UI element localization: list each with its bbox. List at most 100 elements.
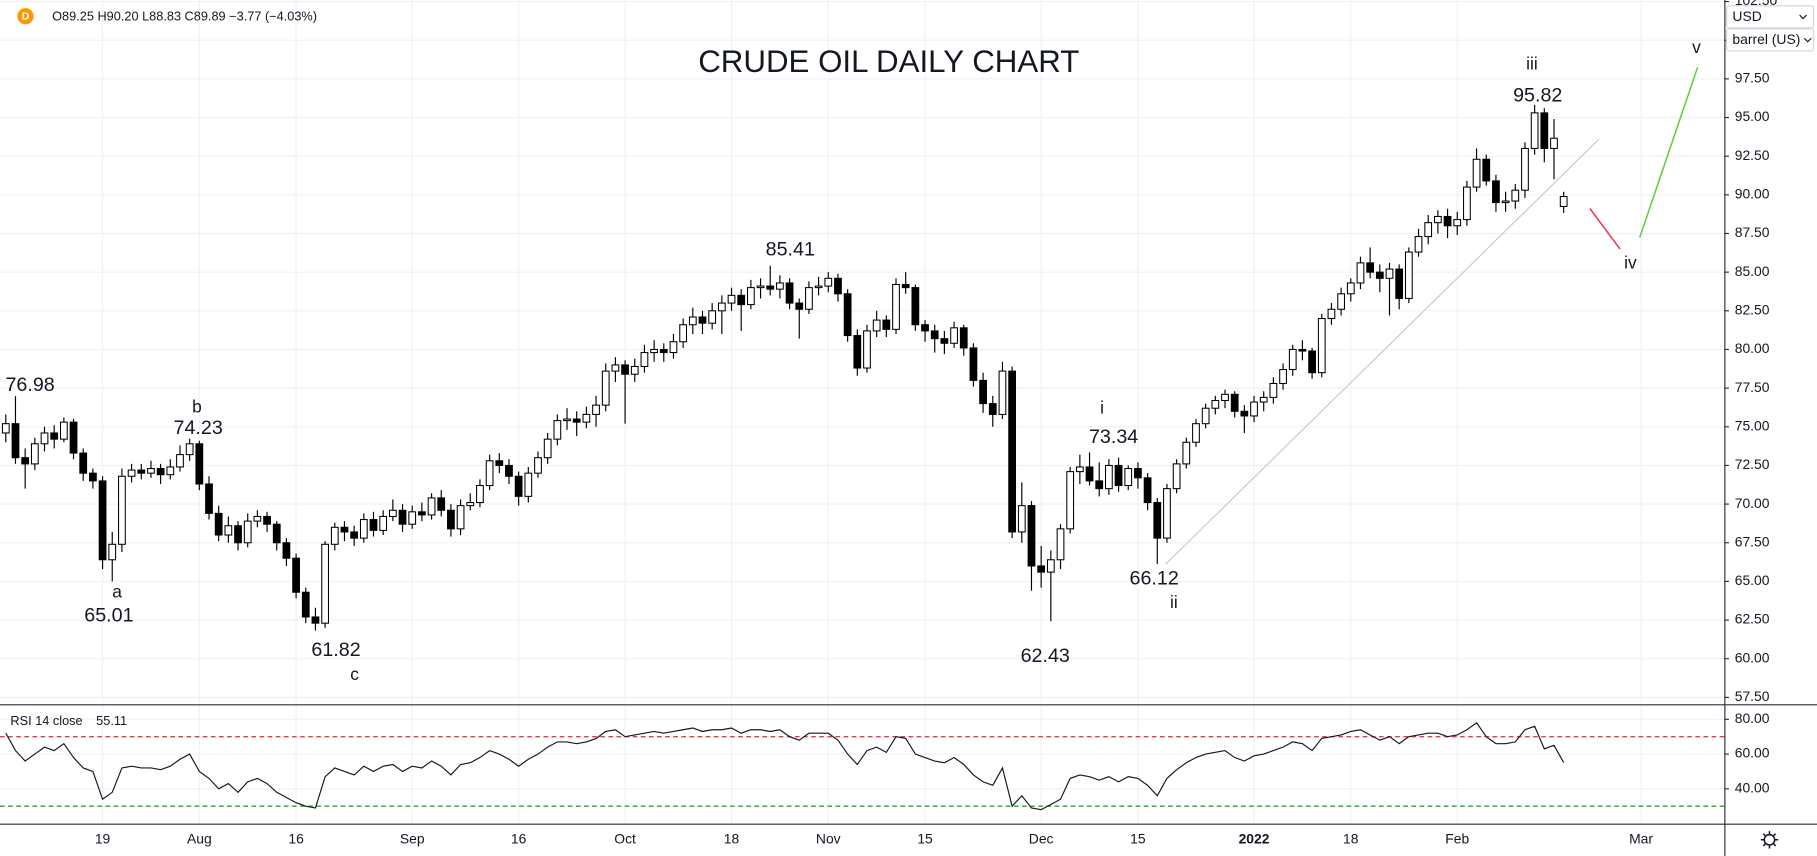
candle-body <box>214 512 223 536</box>
currency-select[interactable] <box>1726 5 1815 29</box>
candle-body <box>824 277 833 287</box>
interval-badge-text: D <box>22 12 30 23</box>
candle-body <box>805 287 813 310</box>
candle-body <box>1085 466 1094 482</box>
candle-body <box>359 519 368 539</box>
candle-body <box>843 293 852 337</box>
gear-teeth <box>1760 831 1779 849</box>
candle-body <box>911 287 920 326</box>
y-tick-label: 85.00 <box>1735 263 1770 279</box>
candle-body <box>466 502 475 507</box>
candle-body <box>1105 464 1113 490</box>
candle-body <box>863 330 871 369</box>
candle-body <box>127 469 136 477</box>
candle-body <box>1134 468 1142 479</box>
candle-body <box>1221 393 1229 402</box>
candle-body <box>563 418 571 422</box>
candle-body <box>1288 348 1297 371</box>
candle-body <box>21 457 30 465</box>
candle-body <box>89 472 97 482</box>
candle-body <box>921 324 929 332</box>
candle-body <box>514 475 523 497</box>
x-tick-label: 16 <box>288 830 304 846</box>
candle-body <box>1182 441 1191 465</box>
candle-body <box>534 457 542 474</box>
candle-body <box>1308 350 1316 374</box>
candle-body <box>737 294 746 306</box>
candle-body <box>30 443 39 465</box>
candle-body <box>50 432 59 440</box>
y-tick-label: 72.50 <box>1735 456 1770 472</box>
x-tick-label: 15 <box>917 830 933 846</box>
unit-select[interactable] <box>1726 28 1815 52</box>
candle-body <box>892 283 900 330</box>
y-tick-label: 95.00 <box>1735 108 1770 124</box>
candle-body <box>1433 215 1442 224</box>
candle-body <box>1240 410 1249 417</box>
candle-body <box>350 531 359 539</box>
y-tick-label: 80.00 <box>1735 340 1770 356</box>
candle-body <box>1559 196 1568 207</box>
annotation: 65.01 <box>84 604 133 626</box>
candle-body <box>156 468 165 476</box>
x-tick-label: Mar <box>1629 830 1653 846</box>
candle-body <box>1037 565 1046 573</box>
candle-body <box>776 282 784 290</box>
candle-body <box>795 302 804 310</box>
candle-body <box>263 515 271 525</box>
candle-body <box>930 330 939 340</box>
x-tick-label: Nov <box>816 830 841 846</box>
candle-body <box>679 324 688 343</box>
candle-body <box>11 423 20 459</box>
candle-body <box>601 370 610 406</box>
interval-badge <box>17 8 34 25</box>
candle-body <box>1550 137 1558 149</box>
y-tick-label: 97.50 <box>1735 70 1770 86</box>
candle-body <box>1211 399 1220 409</box>
candle-body <box>1540 112 1549 149</box>
candle-body <box>1327 308 1336 320</box>
settings-button[interactable] <box>1760 831 1779 849</box>
candle-body <box>1482 158 1491 182</box>
candle-body <box>766 285 775 290</box>
x-tick-label: Feb <box>1445 830 1469 846</box>
candle-body <box>717 302 726 312</box>
unit-text: barrel (US) <box>1732 31 1800 47</box>
candle-body <box>959 327 968 349</box>
candle-body <box>524 472 533 497</box>
candle-body <box>330 526 339 545</box>
annotation: 73.34 <box>1089 426 1138 448</box>
annotation: 74.23 <box>174 417 223 439</box>
candle-body <box>814 285 823 289</box>
rsi-line <box>5 721 1565 811</box>
candle-body <box>969 347 978 381</box>
annotation: iii <box>1526 53 1538 73</box>
candle-body <box>1356 262 1365 284</box>
candle-body <box>1027 505 1036 567</box>
candle-body <box>582 413 591 423</box>
candle-body <box>1046 559 1055 573</box>
candle-body <box>379 515 388 531</box>
candle-body <box>1056 528 1065 561</box>
candle-body <box>301 591 310 618</box>
candle-body <box>698 316 707 324</box>
candle-body <box>195 443 204 485</box>
candle-body <box>1424 222 1433 238</box>
candle-body <box>1279 369 1287 385</box>
annotation: 85.41 <box>766 238 815 260</box>
candle-body <box>669 341 678 354</box>
candle-body <box>292 557 300 593</box>
candle-body <box>1366 262 1375 273</box>
projection-up <box>1638 66 1699 238</box>
y-tick-label: 82.50 <box>1735 301 1770 317</box>
annotation: 66.12 <box>1130 567 1179 589</box>
candle-body <box>950 327 958 344</box>
candle-body <box>592 404 600 415</box>
candle-body <box>756 285 765 289</box>
x-tick-label: 2022 <box>1239 830 1270 846</box>
annotation: iv <box>1624 253 1637 273</box>
candle-body <box>1114 464 1123 487</box>
